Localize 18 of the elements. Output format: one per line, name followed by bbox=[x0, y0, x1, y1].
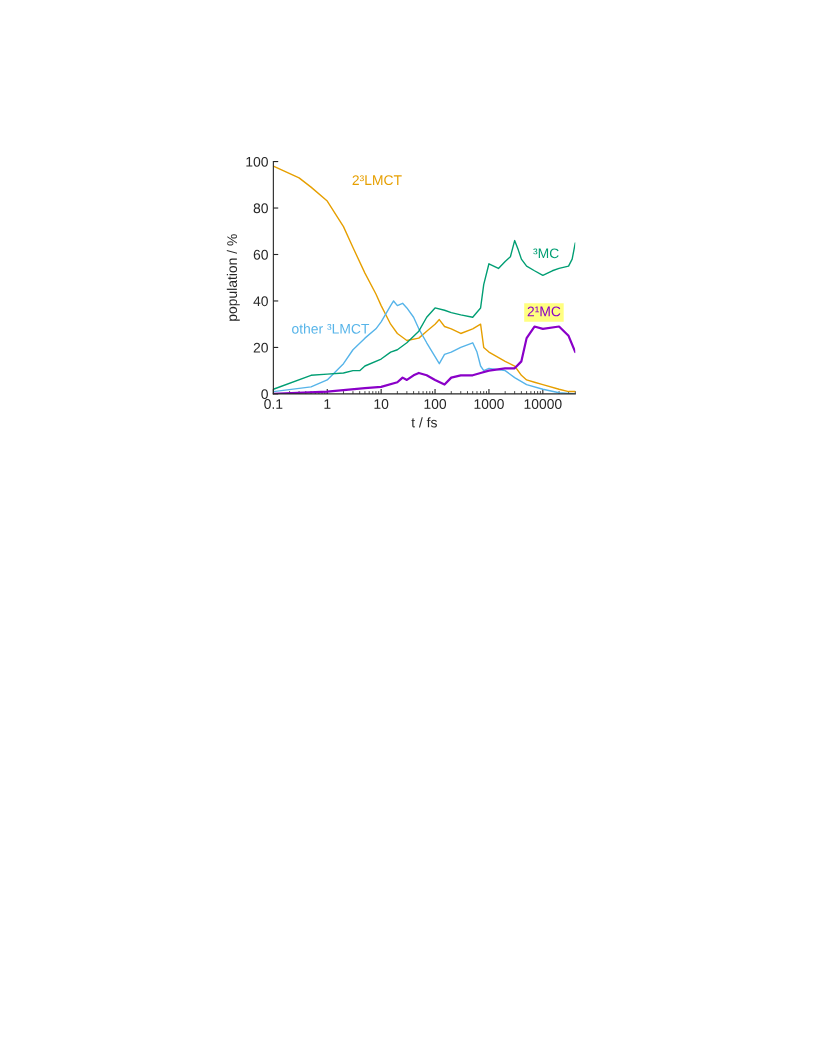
x-tick-label: 0.1 bbox=[264, 399, 283, 409]
y-tick-label: 0 bbox=[261, 389, 268, 400]
x-tick-label: 1 bbox=[324, 399, 331, 409]
text: 2³LMCT bbox=[352, 175, 402, 186]
series-label: other ³LMCT bbox=[292, 323, 370, 334]
series-label: 2¹MC bbox=[527, 306, 561, 317]
x-tick-label: 100 bbox=[424, 399, 447, 409]
y-axis-title: population / % bbox=[226, 234, 240, 321]
x-tick-label: 10000 bbox=[524, 399, 562, 409]
x-tick-label: 1000 bbox=[474, 399, 504, 409]
y-tick-label: 40 bbox=[253, 296, 268, 307]
y-tick-label: 80 bbox=[253, 203, 268, 214]
x-tick-label: 10 bbox=[374, 399, 389, 409]
y-tick-label: 100 bbox=[246, 156, 268, 167]
y-tick-label: 60 bbox=[253, 249, 268, 260]
y-tick-label: 20 bbox=[253, 342, 268, 353]
series-label: ³MC bbox=[533, 248, 559, 259]
x-axis-title: t / fs bbox=[411, 417, 437, 428]
